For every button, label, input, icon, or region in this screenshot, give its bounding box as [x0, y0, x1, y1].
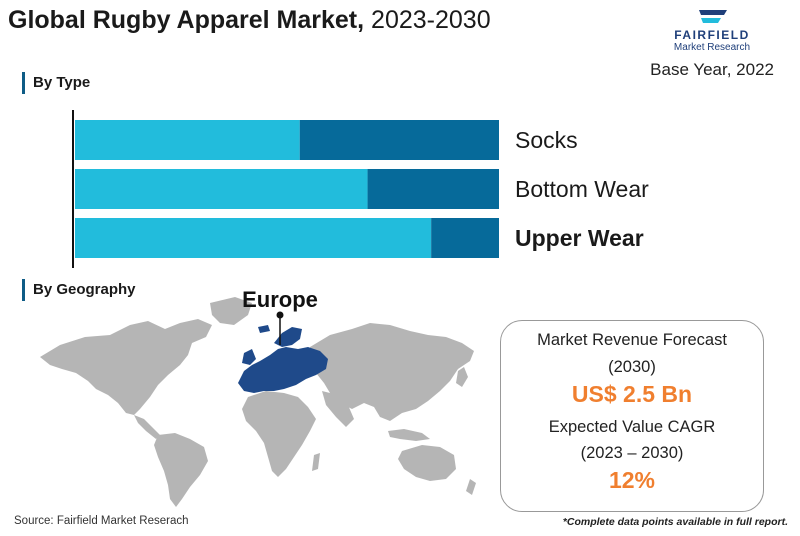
africa-shape: [242, 391, 316, 477]
section-by-type: By Type: [22, 72, 90, 94]
bar-segment-bottom-wear-1: [75, 169, 368, 209]
scandinavia-shape: [274, 327, 302, 347]
bar-segment-upper-wear-1: [75, 218, 432, 258]
cagr-period: (2023 – 2030): [580, 444, 684, 462]
bar-segment-socks-1: [75, 120, 300, 160]
fairfield-logo: FAIRFIELD Market Research: [648, 8, 776, 53]
fairfield-logo-icon: [699, 10, 727, 23]
world-map: Europe: [40, 287, 476, 507]
revenue-forecast-value: US$ 2.5 Bn: [571, 381, 693, 407]
north-america-shape: [40, 319, 212, 415]
revenue-forecast-period: (2030): [608, 358, 656, 376]
europe-label: Europe: [242, 287, 318, 312]
europe-region: [238, 325, 328, 393]
madagascar-shape: [312, 453, 320, 471]
japan-shape: [456, 367, 468, 387]
indonesia-shape: [388, 429, 430, 441]
type-bar-chart: Socks Bottom Wear Upper Wear: [72, 110, 649, 268]
south-america-shape: [154, 433, 208, 507]
new-zealand-shape: [466, 479, 476, 495]
europe-shape: [238, 347, 328, 393]
forecast-panel: Market Revenue Forecast (2030) US$ 2.5 B…: [500, 320, 764, 512]
greenland-shape: [210, 297, 252, 325]
source-note: Source: Fairfield Market Reserach: [14, 515, 189, 527]
world-land-masses: [40, 297, 476, 507]
category-label-upper-wear: Upper Wear: [515, 225, 644, 251]
logo-name: FAIRFIELD: [674, 28, 750, 42]
cagr-value: 12%: [608, 467, 656, 493]
europe-pointer-dot: [276, 311, 284, 319]
central-america-shape: [134, 415, 160, 439]
logo-subtitle: Market Research: [673, 42, 751, 53]
page-title: Global Rugby Apparel Market, 2023-2030: [8, 6, 491, 35]
base-year: Base Year, 2022: [650, 60, 774, 79]
category-label-socks: Socks: [515, 127, 578, 153]
bar-segment-upper-wear-2: [431, 218, 499, 258]
category-label-bottom-wear: Bottom Wear: [515, 176, 649, 202]
australia-shape: [398, 445, 456, 481]
section-by-geography: By Geography: [22, 279, 136, 301]
cagr-label: Expected Value CAGR: [548, 418, 716, 436]
bar-segment-socks-2: [299, 120, 499, 160]
revenue-forecast-label: Market Revenue Forecast: [537, 331, 727, 349]
south-asia-shape: [322, 391, 354, 427]
bar-segment-bottom-wear-2: [367, 169, 499, 209]
report-footnote: *Complete data points available in full …: [562, 516, 788, 528]
asia-shape: [310, 323, 474, 421]
iceland-shape: [258, 325, 270, 333]
british-isles-shape: [242, 349, 256, 365]
title-years: 2023-2030: [364, 6, 491, 34]
title-main: Global Rugby Apparel Market,: [8, 6, 365, 34]
